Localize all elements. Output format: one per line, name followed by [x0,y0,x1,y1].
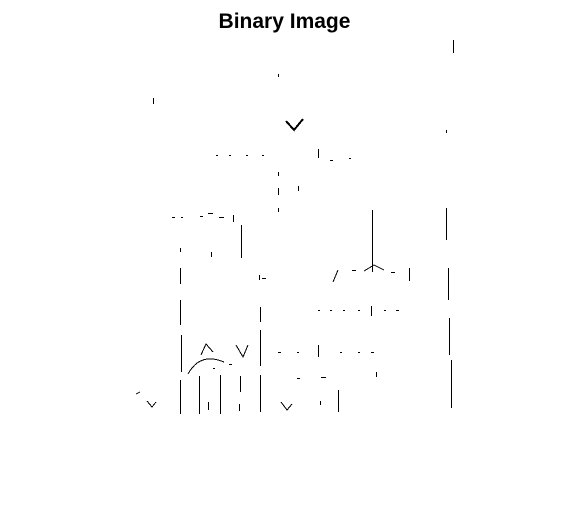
binary-image-pixels [135,40,454,414]
figure-title: Binary Image [218,10,351,33]
